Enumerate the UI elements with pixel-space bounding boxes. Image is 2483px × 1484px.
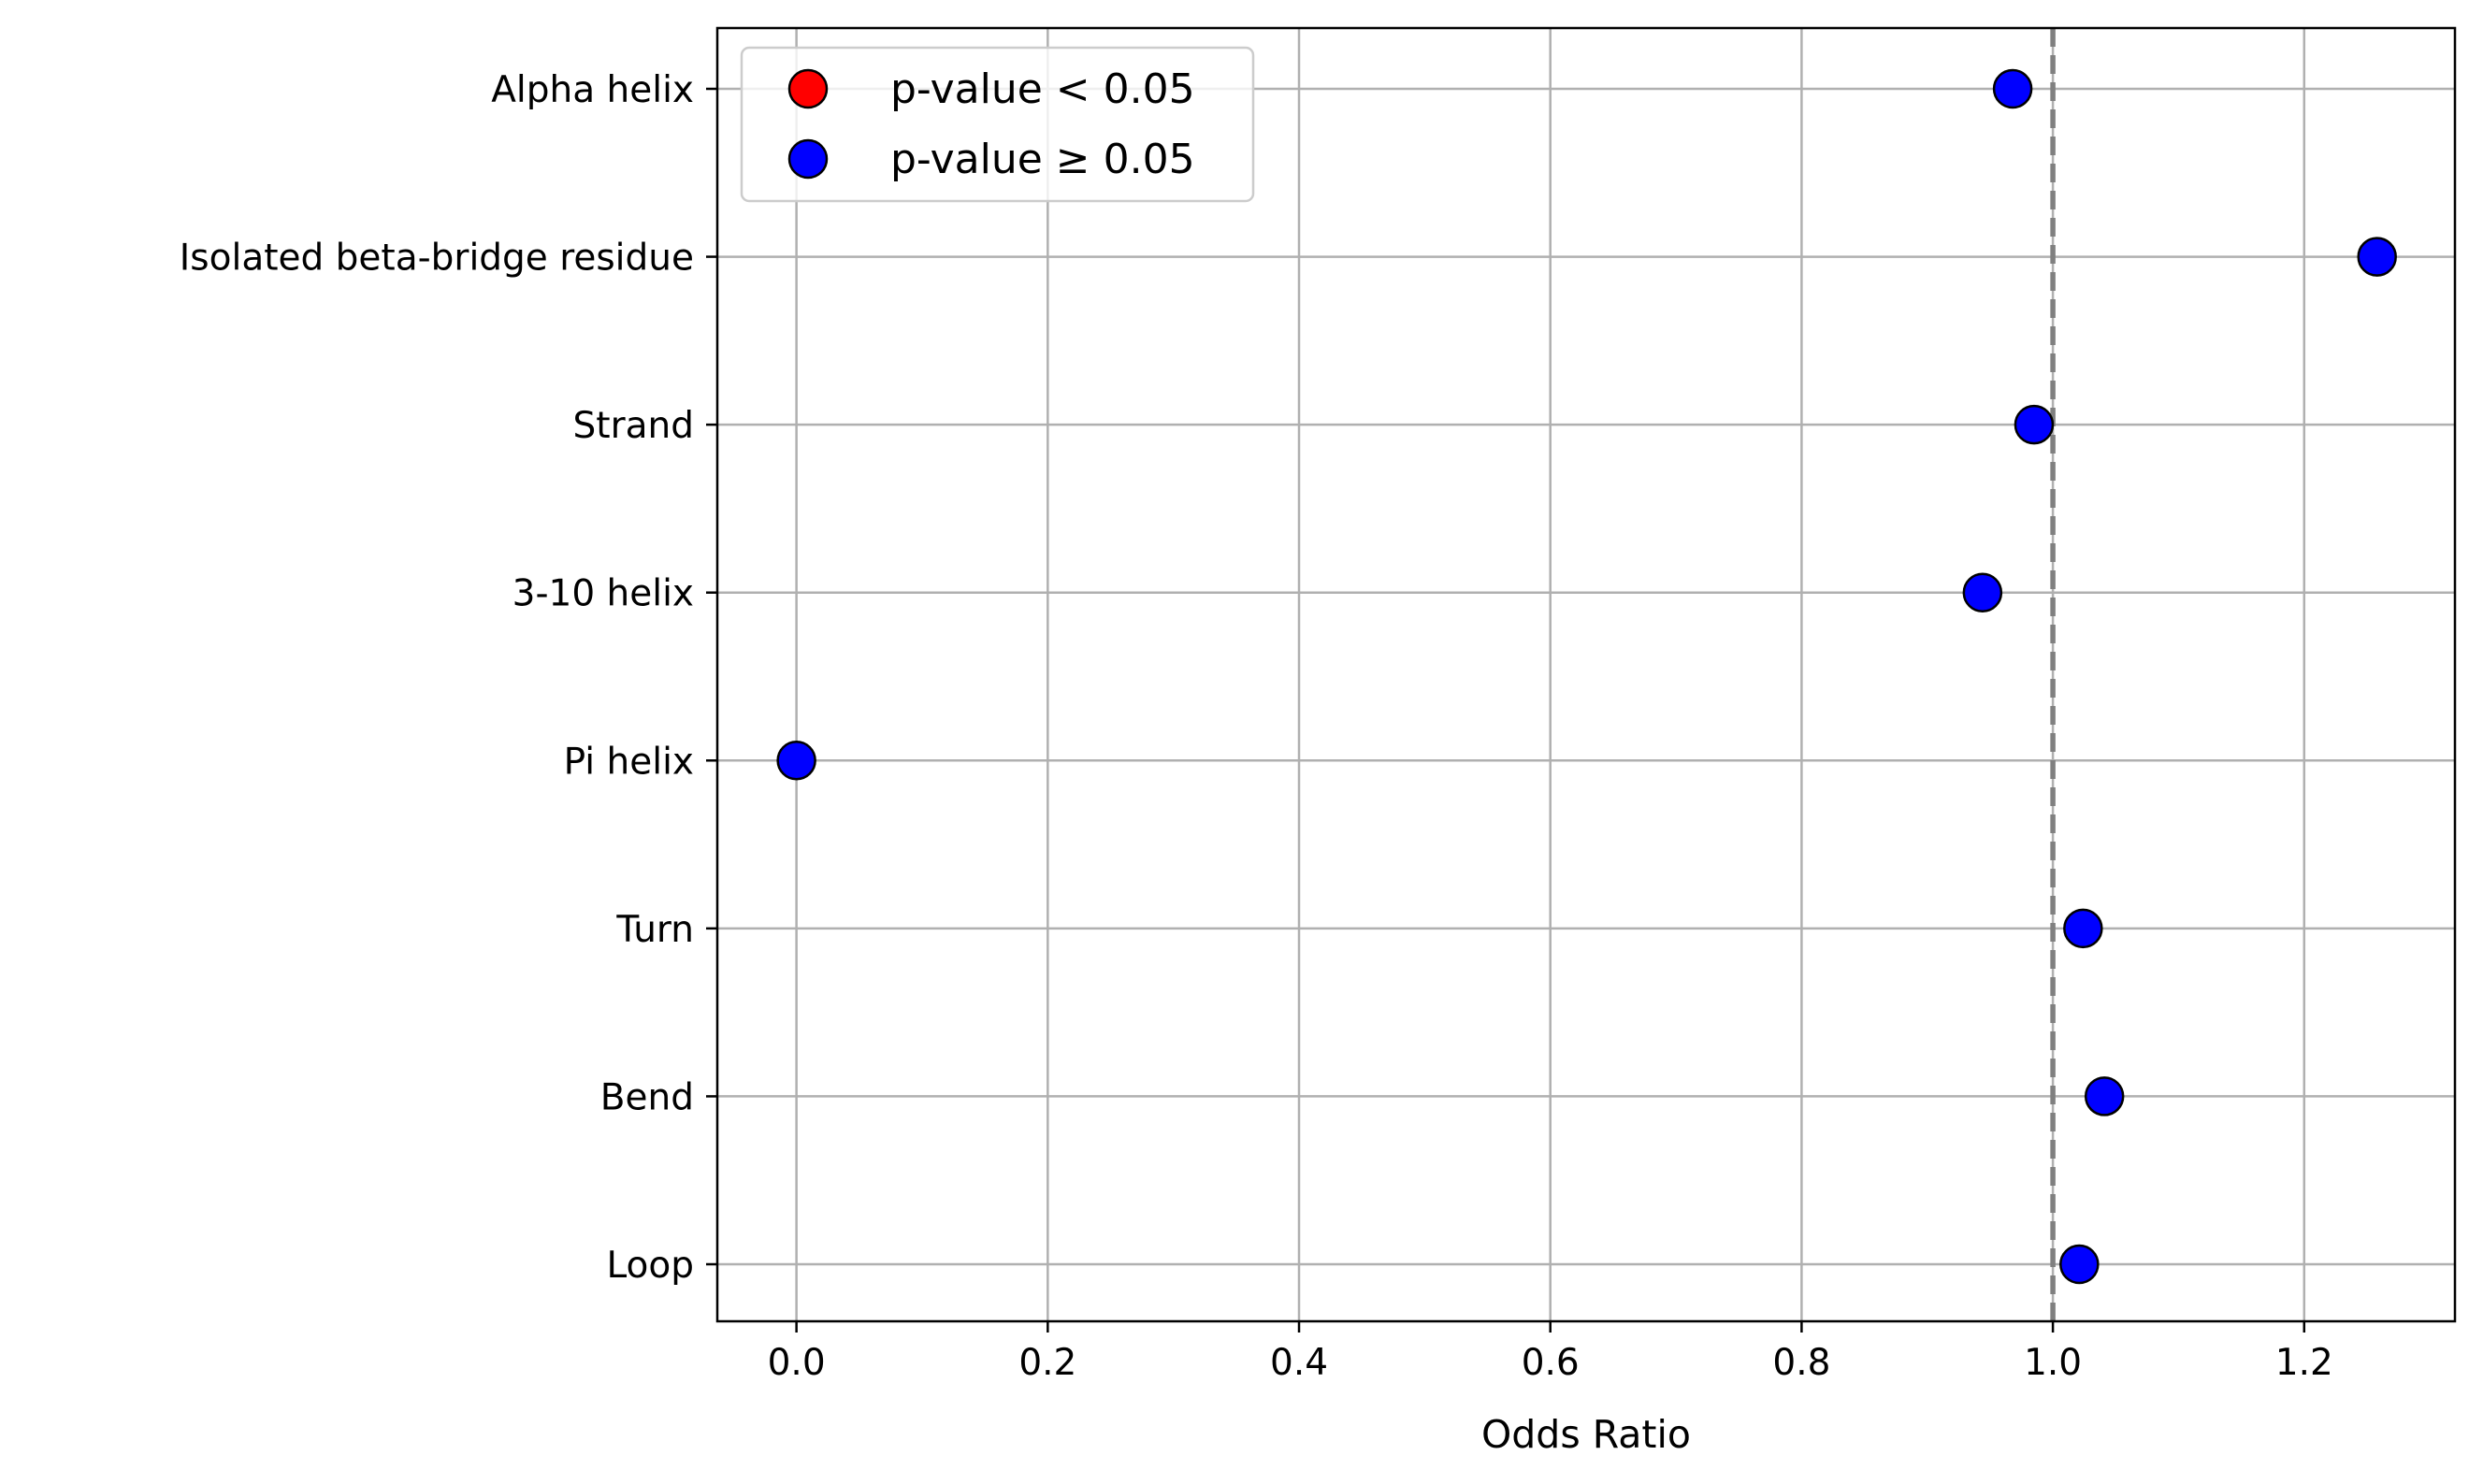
y-tick-label: Strand bbox=[573, 405, 694, 447]
y-tick-label: Turn bbox=[615, 909, 694, 951]
legend-marker bbox=[787, 138, 829, 180]
y-tick-label: Alpha helix bbox=[491, 69, 694, 111]
data-points bbox=[776, 68, 2397, 1285]
y-tick-label: 3-10 helix bbox=[512, 573, 694, 615]
y-tick-label: Bend bbox=[600, 1076, 694, 1118]
y-tick-label: Isolated beta-bridge residue bbox=[180, 238, 694, 280]
plot-frame bbox=[715, 26, 2457, 1323]
data-point bbox=[1962, 572, 2003, 612]
x-axis-label: Odds Ratio bbox=[1481, 1412, 1691, 1457]
grid-lines bbox=[717, 28, 2455, 1321]
legend-label: p-value < 0.05 bbox=[890, 65, 1195, 113]
data-point bbox=[2059, 1244, 2100, 1285]
x-tick-label: 0.8 bbox=[1772, 1342, 1830, 1384]
x-tick-label: 0.2 bbox=[1018, 1342, 1076, 1384]
x-tick-label: 0.0 bbox=[768, 1342, 826, 1384]
x-tick-label: 0.6 bbox=[1522, 1342, 1580, 1384]
legend-box bbox=[740, 46, 1255, 203]
legend: p-value < 0.05 p-value ≥ 0.05 bbox=[740, 46, 1255, 203]
data-point bbox=[2357, 237, 2397, 277]
data-point bbox=[2063, 908, 2103, 949]
data-point bbox=[2084, 1076, 2125, 1117]
x-tick-label: 1.2 bbox=[2275, 1342, 2333, 1384]
y-tick-label: Pi helix bbox=[564, 741, 694, 783]
legend-label: p-value ≥ 0.05 bbox=[890, 136, 1195, 183]
legend-marker bbox=[787, 68, 829, 109]
x-tick-label: 1.0 bbox=[2024, 1342, 2082, 1384]
data-point bbox=[776, 741, 816, 781]
data-point bbox=[1992, 68, 2033, 109]
y-tick-label: Loop bbox=[606, 1245, 694, 1287]
axis-ticks: 0.0 0.2 0.4 0.6 0.8 1.0 1.2 Alpha helix Isolated… bbox=[180, 69, 2333, 1384]
x-tick-label: 0.4 bbox=[1270, 1342, 1328, 1384]
data-point bbox=[2014, 404, 2055, 445]
